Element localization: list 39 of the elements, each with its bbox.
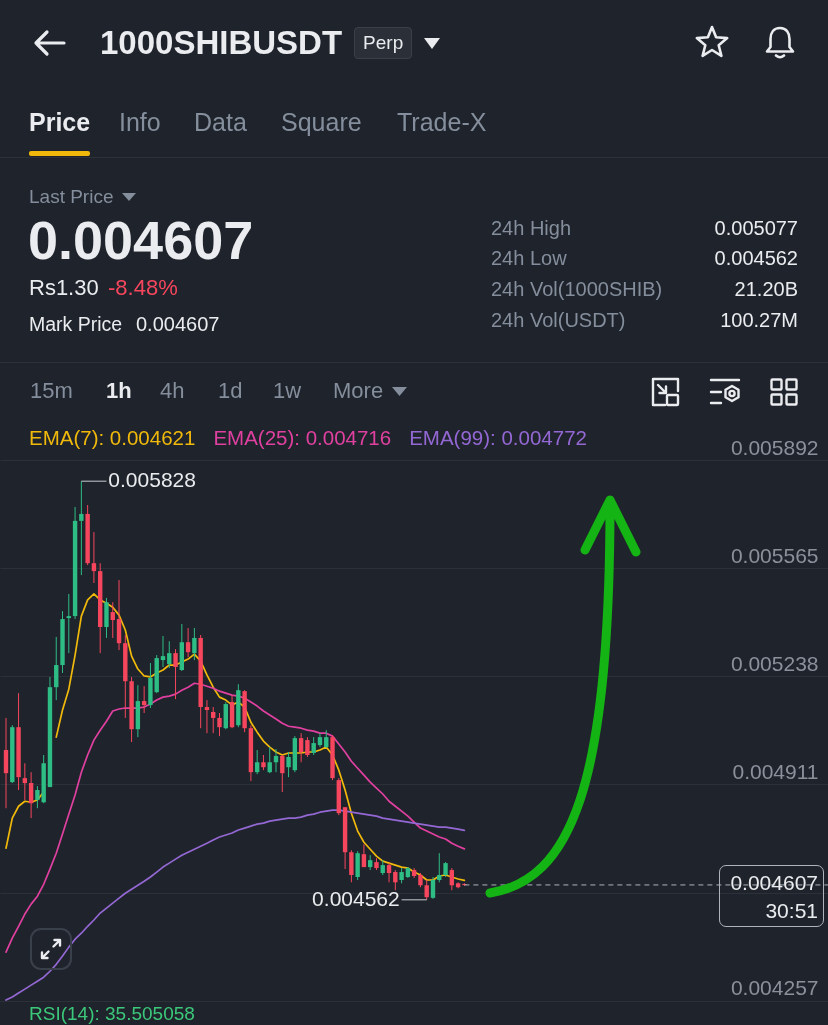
text: 21.20B [734,277,798,301]
text: Mark Price [29,312,123,336]
annotation: 0.004562 [312,886,400,910]
text: 100.27M [720,308,798,332]
text: 1000SHIBUSDT [100,24,343,62]
text: Info [119,107,161,137]
text: Price [29,107,91,137]
text: 0.004562 [714,246,798,270]
text: -8.48% [108,275,178,301]
text: Trade-X [397,107,487,137]
ref-line-label: 0.004607 30:51 [730,870,818,922]
text: 1w [273,378,302,404]
annotation: 0.005828 [108,468,196,492]
text: 24h Low [491,246,567,270]
y-tick-label: 0.005892 [730,435,819,459]
y-tick-label: 0.004911 [732,759,819,783]
text: Data [194,107,247,137]
text: 1h [106,378,132,404]
annotation: RSI(14): 35.505058 [29,1003,195,1024]
text: Square [281,107,362,137]
text: EMA(25): 0.004716 [213,426,392,450]
text: 24h High [491,216,572,240]
text: 24h Vol(USDT) [491,308,626,332]
y-tick-label: 0.005238 [730,651,819,675]
text: Last Price [29,186,114,208]
y-tick-label: 0.004257 [730,976,819,1000]
text: 1d [218,378,243,404]
text: 15m [30,378,73,404]
text: 0.004607 [28,208,254,272]
text: Rs1.30 [29,275,99,301]
text: More [333,378,384,404]
text: EMA(7): 0.004621 [29,426,196,450]
text: 24h Vol(1000SHIB) [491,277,663,301]
y-tick-label: 0.005565 [730,543,819,567]
badge: Perp [354,27,413,59]
text: EMA(99): 0.004772 [409,426,587,450]
text: 0.004607 [136,312,220,336]
text: 4h [160,378,185,404]
text: 0.005077 [714,216,798,240]
